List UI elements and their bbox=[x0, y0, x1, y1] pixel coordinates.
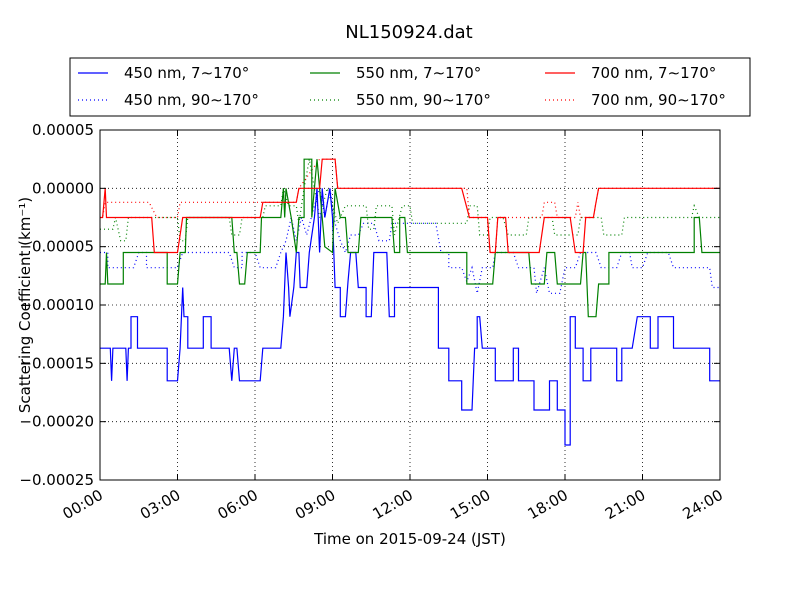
y-tick-label: 0.00000 bbox=[32, 179, 94, 197]
y-tick-label: −0.00025 bbox=[19, 471, 94, 489]
legend-label-3: 550 nm, 90∼170° bbox=[356, 91, 491, 109]
series-line-4 bbox=[100, 158, 720, 254]
legend-label-0: 450 nm, 7∼170° bbox=[124, 64, 249, 82]
series-line-0 bbox=[100, 188, 720, 446]
y-tick-label: −0.00005 bbox=[19, 238, 94, 256]
series-line-1 bbox=[100, 188, 720, 294]
series-layer bbox=[100, 158, 720, 446]
legend-label-4: 700 nm, 7∼170° bbox=[591, 64, 716, 82]
y-axis-label: Scattering Coefficient (km⁻¹) bbox=[16, 197, 34, 413]
y-tick-label: 0.00005 bbox=[32, 121, 94, 139]
chart-title: NL150924.dat bbox=[345, 22, 472, 43]
legend-label-5: 700 nm, 90∼170° bbox=[591, 91, 726, 109]
x-axis-label: Time on 2015-09-24 (JST) bbox=[313, 530, 506, 548]
legend: 450 nm, 7∼170° 450 nm, 90∼170° 550 nm, 7∼1… bbox=[69, 57, 751, 117]
y-tick-label: −0.00010 bbox=[19, 296, 94, 314]
y-tick-label: −0.00020 bbox=[19, 413, 94, 431]
legend-label-2: 550 nm, 7∼170° bbox=[356, 64, 481, 82]
y-tick-label: −0.00015 bbox=[19, 354, 94, 372]
legend-frame bbox=[69, 57, 751, 117]
legend-label-1: 450 nm, 90∼170° bbox=[124, 91, 259, 109]
